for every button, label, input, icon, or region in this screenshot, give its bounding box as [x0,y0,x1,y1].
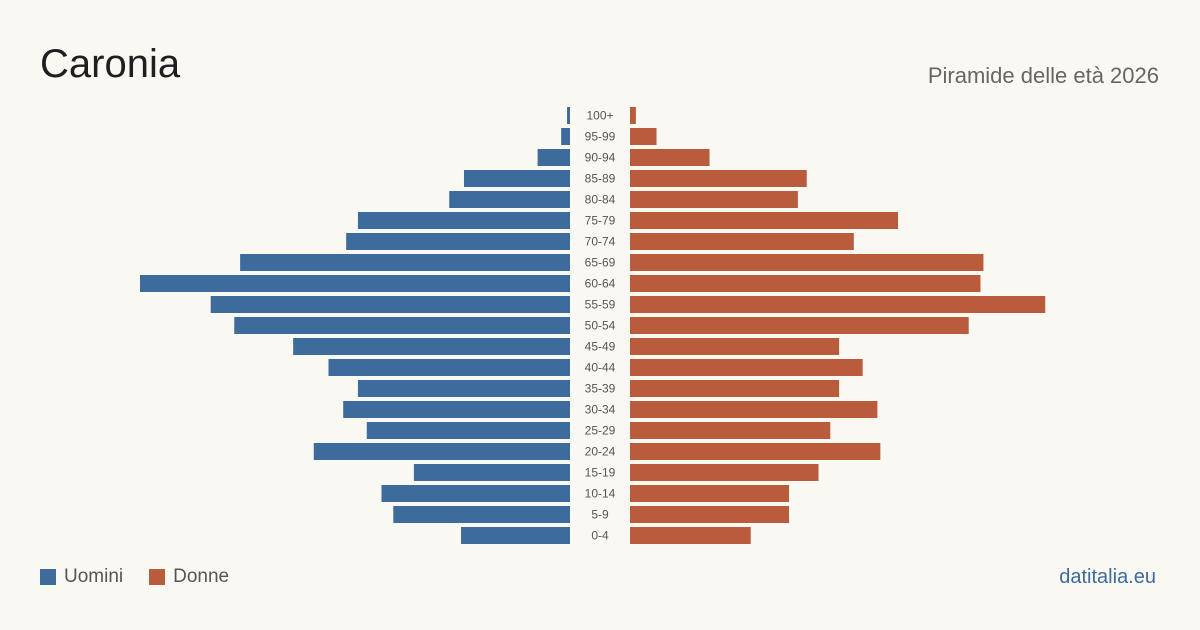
bar-women-100+ [630,107,636,124]
bar-men-75-79 [357,212,570,229]
bar-men-0-4 [461,527,570,544]
age-label-70-74: 70-74 [585,235,616,249]
bar-men-30-34 [343,401,570,418]
bar-men-80-84 [449,191,570,208]
bar-men-85-89 [463,170,570,187]
legend-label-men: Uomini [64,566,124,587]
legend-swatch-women [149,569,166,585]
age-label-65-69: 65-69 [585,256,616,270]
bar-women-60-64 [630,275,981,292]
age-label-45-49: 45-49 [585,340,616,354]
bar-men-25-29 [366,422,570,439]
age-label-50-54: 50-54 [585,319,616,333]
brand-link[interactable]: datitalia.eu [1059,566,1156,588]
bar-women-20-24 [630,443,881,460]
bar-men-10-14 [381,485,570,502]
age-label-40-44: 40-44 [585,361,616,375]
bar-women-90-94 [630,149,710,166]
age-label-95-99: 95-99 [585,130,616,144]
bar-men-55-59 [210,296,570,313]
bar-women-15-19 [630,464,819,481]
bar-women-10-14 [630,485,790,502]
age-label-25-29: 25-29 [585,424,616,438]
legend-swatch-men [40,569,56,585]
bar-men-65-69 [240,254,570,271]
bar-men-60-64 [140,275,570,292]
age-label-0-4: 0-4 [591,529,609,543]
age-label-15-19: 15-19 [585,466,616,480]
bar-women-75-79 [630,212,899,229]
bar-women-0-4 [630,527,751,544]
bar-women-25-29 [630,422,831,439]
bar-women-35-39 [630,380,840,397]
bar-women-30-34 [630,401,878,418]
bar-women-65-69 [630,254,984,271]
bar-men-70-74 [346,233,570,250]
chart-subtitle: Piramide delle età 2026 [927,63,1159,88]
legend-label-women: Donne [173,566,230,587]
age-label-85-89: 85-89 [585,172,616,186]
bar-women-5-9 [630,506,790,523]
age-label-35-39: 35-39 [585,382,616,396]
bar-women-55-59 [630,296,1046,313]
bar-women-70-74 [630,233,854,250]
bar-men-5-9 [393,506,570,523]
age-label-10-14: 10-14 [585,487,616,501]
bar-women-50-54 [630,317,969,334]
age-label-100+: 100+ [586,109,613,123]
age-label-20-24: 20-24 [585,445,616,459]
bar-women-85-89 [630,170,807,187]
bar-men-100+ [567,107,570,124]
bar-men-90-94 [537,149,570,166]
age-label-75-79: 75-79 [585,214,616,228]
bar-men-35-39 [357,380,570,397]
bar-men-45-49 [293,338,570,355]
bar-women-45-49 [630,338,840,355]
bar-men-20-24 [313,443,570,460]
legend-item-women: Donne [149,566,229,588]
bar-men-15-19 [413,464,570,481]
age-label-80-84: 80-84 [585,193,616,207]
bar-women-80-84 [630,191,798,208]
age-label-60-64: 60-64 [585,277,616,291]
legend: Uomini Donne [40,566,255,588]
age-label-5-9: 5-9 [591,508,609,522]
bar-men-40-44 [328,359,570,376]
bar-men-95-99 [561,128,570,145]
legend-item-men: Uomini [40,566,123,588]
page-title: Caronia [40,42,181,86]
age-label-55-59: 55-59 [585,298,616,312]
bar-women-95-99 [630,128,657,145]
bar-women-40-44 [630,359,863,376]
bar-men-50-54 [234,317,570,334]
age-label-30-34: 30-34 [585,403,616,417]
age-label-90-94: 90-94 [585,151,616,165]
